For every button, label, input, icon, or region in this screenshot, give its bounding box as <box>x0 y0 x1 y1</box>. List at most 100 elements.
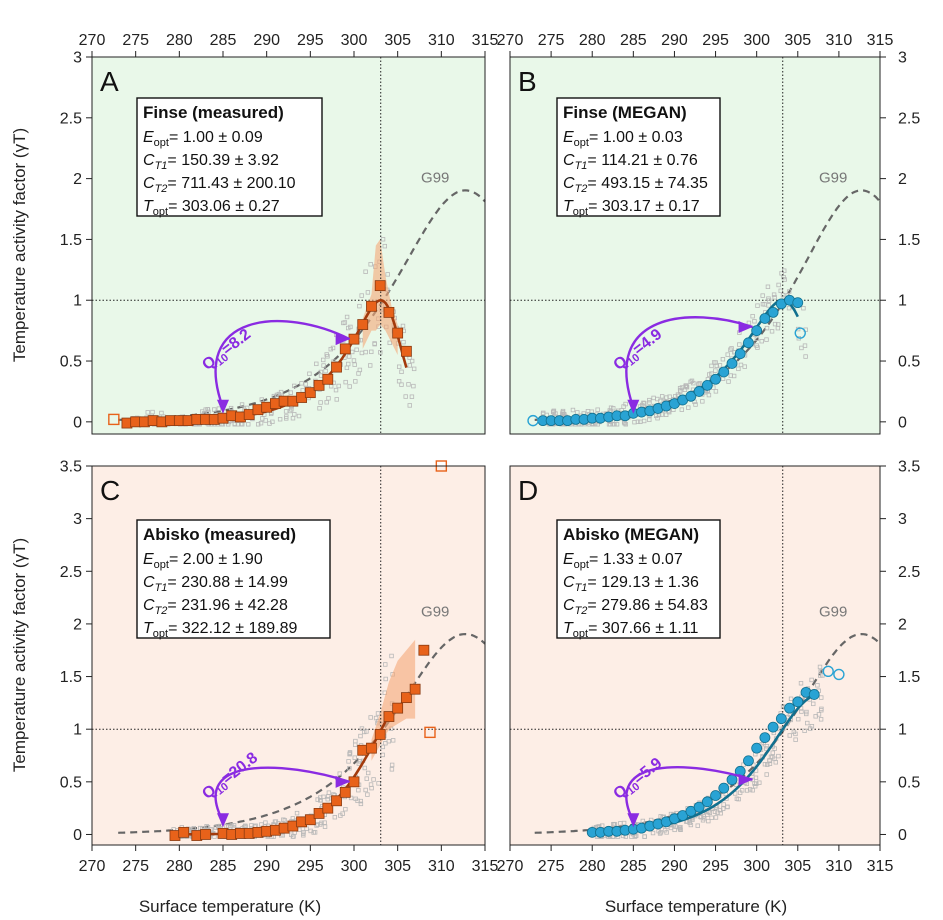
raw-point <box>713 389 719 394</box>
raw-point <box>655 396 660 402</box>
data-point <box>331 361 342 373</box>
y-tick-label: 2.5 <box>898 564 920 581</box>
raw-point <box>369 349 374 355</box>
raw-point <box>376 781 381 786</box>
raw-point <box>770 750 776 755</box>
box-param-ct2: CT2= 231.96 ± 42.28 <box>143 597 288 617</box>
raw-point <box>343 379 348 385</box>
raw-point <box>796 716 801 722</box>
raw-point <box>362 765 368 771</box>
raw-point <box>409 358 415 364</box>
raw-point <box>689 378 695 384</box>
data-point <box>392 327 404 339</box>
raw-point <box>700 399 705 404</box>
y-tick-label: 3 <box>898 511 907 528</box>
raw-point <box>755 303 760 308</box>
raw-point <box>321 794 326 800</box>
raw-point <box>750 788 755 793</box>
g99-label: G99 <box>819 604 847 621</box>
x-tick-label: 270 <box>79 32 106 49</box>
q10-arrow <box>625 766 753 822</box>
raw-point <box>314 823 319 828</box>
raw-point <box>200 409 205 414</box>
box-param-ct2: CT2= 711.43 ± 200.10 <box>143 175 296 195</box>
x-axis-title: Surface temperature (K) <box>139 897 321 916</box>
raw-point <box>353 379 358 384</box>
raw-point <box>159 410 164 416</box>
raw-point <box>816 712 822 717</box>
data-point <box>784 702 795 714</box>
raw-point <box>712 809 718 814</box>
raw-point <box>736 366 741 372</box>
raw-point <box>728 347 733 352</box>
y-tick-label: 1.5 <box>60 232 82 249</box>
data-point <box>400 345 412 357</box>
raw-point <box>321 357 326 363</box>
data-point <box>178 826 190 838</box>
raw-point <box>725 352 730 357</box>
box-param-ct2: CT2= 279.86 ± 54.83 <box>563 597 708 617</box>
raw-point <box>642 834 647 839</box>
raw-point <box>550 409 556 414</box>
box-param-topt: Topt= 322.12 ± 189.89 <box>143 620 298 640</box>
parameter-box: Finse (MEGAN) Eopt= 1.00 ± 0.03 CT1= 114.2… <box>556 97 721 218</box>
data-point <box>322 802 334 814</box>
raw-point <box>638 419 643 425</box>
parameter-box-frame <box>136 519 331 639</box>
raw-point <box>216 406 222 411</box>
raw-point <box>380 752 385 758</box>
raw-point <box>364 729 369 734</box>
raw-point <box>726 379 731 384</box>
raw-point <box>663 412 669 417</box>
x-tick-label: 280 <box>579 858 606 875</box>
raw-point <box>368 715 373 720</box>
excluded-point <box>822 665 834 677</box>
y-tick-label: 0 <box>73 827 82 844</box>
raw-point <box>368 262 373 267</box>
data-point <box>718 366 730 378</box>
raw-point <box>693 402 698 407</box>
y-tick-label: 1 <box>73 293 82 310</box>
raw-point <box>382 243 387 249</box>
raw-point <box>659 394 665 399</box>
raw-point <box>255 422 261 427</box>
data-point <box>693 386 705 397</box>
raw-point <box>709 815 714 820</box>
data-point <box>693 801 705 813</box>
data-point <box>759 313 771 324</box>
x-tick-label: 305 <box>384 858 411 875</box>
raw-point <box>368 363 373 368</box>
raw-point <box>307 371 312 376</box>
raw-point <box>292 412 297 417</box>
raw-point <box>396 364 402 369</box>
raw-point <box>595 407 600 412</box>
raw-point <box>753 784 758 789</box>
y-tick-label: 0 <box>73 414 82 431</box>
raw-point <box>301 830 306 835</box>
raw-point <box>356 787 361 793</box>
box-param-ct1: CT1= 150.39 ± 3.92 <box>143 152 279 172</box>
raw-point <box>389 653 394 659</box>
raw-point <box>721 802 726 807</box>
raw-point <box>768 754 774 760</box>
y-tick-label: 3.5 <box>898 459 920 476</box>
raw-point <box>406 382 411 387</box>
raw-point <box>318 798 323 803</box>
raw-point <box>811 701 816 707</box>
data-point <box>348 333 360 345</box>
raw-point <box>819 695 824 700</box>
q10-arrowhead-high <box>738 773 753 786</box>
q10-arrowhead-high <box>335 775 350 788</box>
x-tick-label: 280 <box>166 858 193 875</box>
y-tick-label: 2 <box>73 171 82 188</box>
raw-point <box>706 392 712 398</box>
x-tick-label: 270 <box>497 32 524 49</box>
x-tick-label: 310 <box>428 858 455 875</box>
raw-point <box>799 709 804 714</box>
g99-label: G99 <box>421 604 449 621</box>
raw-point <box>372 341 377 346</box>
raw-point <box>737 342 742 347</box>
raw-point <box>720 357 726 362</box>
raw-point <box>356 371 361 376</box>
